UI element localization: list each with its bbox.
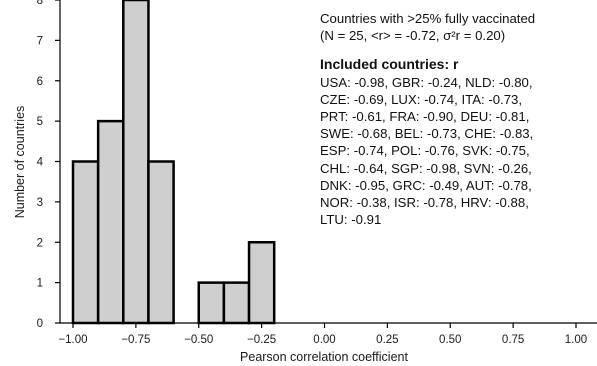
x-tick-label: −0.50 [184,334,213,346]
x-tick-label: 1.00 [565,334,587,346]
histogram-bar [147,160,175,325]
annotation-heading: Included countries: r [320,56,459,73]
y-tick-label: 1 [37,278,43,290]
histogram-bar [122,0,150,325]
country-line: DNK: -0.95, GRC: -0.49, AUT: -0.78, [320,177,532,193]
x-tick-label: 0.75 [502,334,524,346]
y-tick-label: 8 [37,0,43,7]
x-tick-label: 0.25 [376,334,398,346]
histogram-bar [247,241,276,325]
y-tick-label: 0 [37,318,43,330]
y-axis-label: Number of countries [13,106,27,219]
annotation-line: (N = 25, <r> = -0.72, σ²r = 0.20) [320,28,506,44]
x-tick-label: −1.00 [58,334,87,346]
country-line: ESP: -0.74, POL: -0.76, SVK: -0.75, [320,143,530,159]
x-tick-label: −0.25 [247,334,276,346]
histogram-bar [222,281,251,325]
country-line: LTU: -0.91 [320,212,382,228]
y-tick-label: 6 [37,76,43,88]
histogram-bar [197,281,226,325]
y-tick-label: 4 [37,157,44,169]
annotation-line: Countries with >25% fully vaccinated [320,11,536,26]
country-line: CHL: -0.64, SGP: -0.98, SVN: -0.26, [320,160,532,176]
x-tick-label: 0.50 [439,334,461,346]
y-tick-label: 3 [37,197,43,209]
country-line: NOR: -0.38, ISR: -0.78, HRV: -0.88, [320,195,529,211]
x-axis-label: Pearson correlation coefficient [240,350,408,364]
y-axis-ticks: 0 1 2 3 4 5 6 7 8 [37,0,60,330]
annotation-box: Countries with >25% fully vaccinated (N … [320,10,590,228]
x-axis-ticks: −1.00 −0.75 −0.50 −0.25 0.00 0.25 0.50 0.75 1.00 [58,323,587,346]
histogram-bar [71,160,100,325]
country-line: CZE: -0.69, LUX: -0.74, ITA: -0.73, [320,91,523,107]
histogram-bars [71,0,276,325]
x-tick-label: −0.75 [121,334,150,346]
histogram-bar [96,119,125,325]
y-tick-label: 5 [37,116,43,128]
country-line: USA: -0.98, GBR: -0.24, NLD: -0.80, [320,74,533,90]
x-tick-label: 0.00 [313,334,335,346]
y-tick-label: 2 [37,237,43,249]
country-line: PRT: -0.61, FRA: -0.90, DEU: -0.81, [320,109,530,125]
country-line: SWE: -0.68, BEL: -0.73, CHE: -0.83, [320,126,534,142]
y-tick-label: 7 [37,35,43,47]
